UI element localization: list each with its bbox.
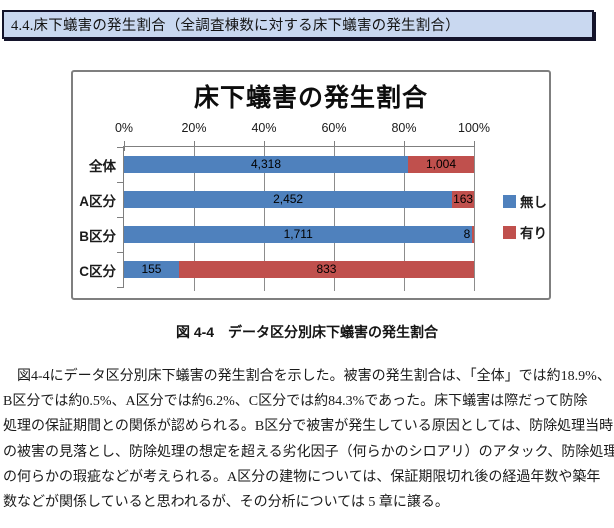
y-axis-tick <box>117 146 124 148</box>
category-label: 全体 <box>89 158 116 174</box>
bar-value-label: 2,452 <box>273 192 304 206</box>
gridline <box>403 147 405 291</box>
x-axis-tick <box>123 141 125 151</box>
bar-segment-ari <box>407 156 474 173</box>
bar-row: 4,318 1,004 <box>124 156 474 173</box>
y-axis-tick <box>117 216 124 218</box>
x-axis-tick <box>473 141 475 151</box>
gridline <box>263 147 265 291</box>
x-axis-tick <box>263 141 265 151</box>
legend-swatch-icon <box>503 225 516 239</box>
bar-segment-ari <box>452 191 474 208</box>
body-line: B区分では約0.5%、A区分では約6.2%、C区分では約84.3%であった。床下… <box>3 394 588 410</box>
plot-area: 4,318 1,004 2,452 163 1,711 8 155 833 <box>124 147 475 291</box>
bar-segment-nashi <box>124 156 408 173</box>
x-axis-tick <box>333 141 335 151</box>
category-label: C区分 <box>79 263 116 279</box>
category-label: B区分 <box>79 228 116 244</box>
bar-segment-nashi <box>124 191 453 208</box>
bar-value-label: 833 <box>316 262 337 276</box>
bar-value-label: 163 <box>453 192 474 206</box>
category-label: A区分 <box>79 193 116 209</box>
x-axis-tick-label: 60% <box>321 121 347 135</box>
x-axis-tick-label: 0% <box>114 121 134 135</box>
bar-segment-nashi <box>124 261 179 278</box>
bar-value-label: 8 <box>463 227 471 241</box>
x-axis-tick-label: 80% <box>391 121 417 135</box>
body-paragraph: 図4-4にデータ区分別床下蟻害の発生割合を示した。被害の発生割合は、「全体」では… <box>3 364 614 515</box>
section-header-box: 4.4.床下蟻害の発生割合（全調査棟数に対する床下蟻害の発生割合） <box>2 10 594 39</box>
chart-frame: 床下蟻害の発生割合 0% 20% 40% 60% 80% 100% 4,318 1,004 2,… <box>71 70 551 300</box>
x-axis-tick-label: 20% <box>181 121 207 135</box>
x-axis-tick-label: 100% <box>458 121 490 135</box>
gridline <box>333 147 335 291</box>
bar-segment-nashi <box>124 226 473 243</box>
body-line: の被害の見落とし、防除処理の想定を超える劣化因子（何らかのシロアリ）のアタック、… <box>3 444 614 460</box>
legend-label: 無し <box>520 195 547 210</box>
bar-value-label: 4,318 <box>250 157 281 171</box>
legend-label: 有り <box>520 226 547 241</box>
x-axis-tick <box>403 141 405 151</box>
legend-item: 無し <box>503 191 547 211</box>
y-axis-tick <box>117 181 124 183</box>
x-axis-tick-label: 40% <box>251 121 277 135</box>
body-line: の何らかの瑕疵などが考えられる。A区分の建物については、保証期限切れ後の経過年数… <box>3 469 601 485</box>
x-axis-line <box>122 145 474 147</box>
legend-item: 有り <box>503 222 547 242</box>
gridline <box>193 147 195 291</box>
bar-row: 2,452 163 <box>124 191 474 208</box>
body-line: 図4-4にデータ区分別床下蟻害の発生割合を示した。被害の発生割合は、「全体」では… <box>3 369 611 384</box>
gridline <box>473 147 475 291</box>
legend-swatch-icon <box>503 194 516 208</box>
section-header-text: 4.4.床下蟻害の発生割合（全調査棟数に対する床下蟻害の発生割合） <box>11 18 460 34</box>
bar-value-label: 1,711 <box>283 227 313 241</box>
bar-value-label: 155 <box>141 262 162 276</box>
x-axis-tick <box>193 141 195 151</box>
body-line: 処理の保証期間との関係が認められる。B区分で被害が発生している原因としては、防除… <box>3 419 614 435</box>
chart-legend: 無し 有り <box>503 191 547 242</box>
chart-title: 床下蟻害の発生割合 <box>193 84 428 112</box>
figure-caption: 図 4-4 データ区分別床下蟻害の発生割合 <box>175 324 439 340</box>
y-axis-tick <box>117 286 124 288</box>
bar-segment-ari <box>178 261 474 278</box>
bar-value-label: 1,004 <box>425 157 456 171</box>
bar-segment-ari <box>472 226 474 243</box>
bar-row: 1,711 8 <box>124 226 474 243</box>
bar-row: 155 833 <box>124 261 474 278</box>
y-axis-tick <box>117 251 124 253</box>
body-line: 数などが関係していると思われるが、その分析については 5 章に譲る。 <box>3 495 449 511</box>
